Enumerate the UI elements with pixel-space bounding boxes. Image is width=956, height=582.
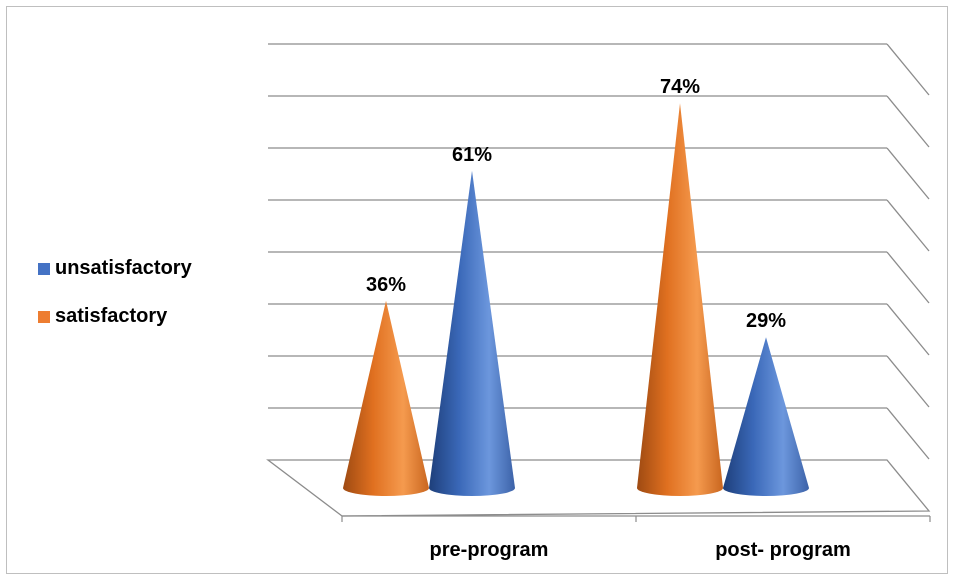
legend-label: unsatisfactory — [55, 257, 193, 279]
data-label: 61% — [452, 144, 492, 166]
gridline-side — [886, 199, 930, 252]
x-tick-label: pre-program — [430, 539, 549, 561]
legend: unsatisfactory satisfactory — [38, 257, 193, 327]
cone-satisfactory-2 — [637, 103, 723, 496]
cone-unsatisfactory-1 — [429, 170, 515, 497]
cones — [343, 103, 809, 497]
cone-body — [637, 103, 723, 496]
legend-swatch — [38, 263, 50, 275]
data-label: 74% — [660, 76, 700, 98]
cone-unsatisfactory-2 — [723, 337, 809, 496]
x-tick-label: post- program — [715, 539, 851, 561]
data-label: 36% — [366, 274, 406, 296]
gridline-side — [886, 43, 930, 96]
cone-satisfactory-1 — [343, 300, 429, 496]
cone-body — [343, 300, 429, 496]
legend-swatch — [38, 311, 50, 323]
gridline-side — [886, 407, 930, 460]
legend-label: satisfactory — [55, 305, 168, 327]
data-label: 29% — [746, 310, 786, 332]
cone-body — [429, 170, 515, 497]
data-labels: 36% 61% 74% 29% — [366, 76, 786, 332]
gridline-side — [886, 147, 930, 200]
gridline-side — [886, 95, 930, 148]
gridline-side — [886, 251, 930, 304]
cone-body — [723, 337, 809, 496]
gridline-side — [886, 303, 930, 356]
gridline-side — [886, 355, 930, 408]
category-axis: pre-program post- program — [341, 515, 931, 561]
legend-item-satisfactory: satisfactory — [38, 305, 168, 327]
legend-item-unsatisfactory: unsatisfactory — [38, 257, 193, 279]
